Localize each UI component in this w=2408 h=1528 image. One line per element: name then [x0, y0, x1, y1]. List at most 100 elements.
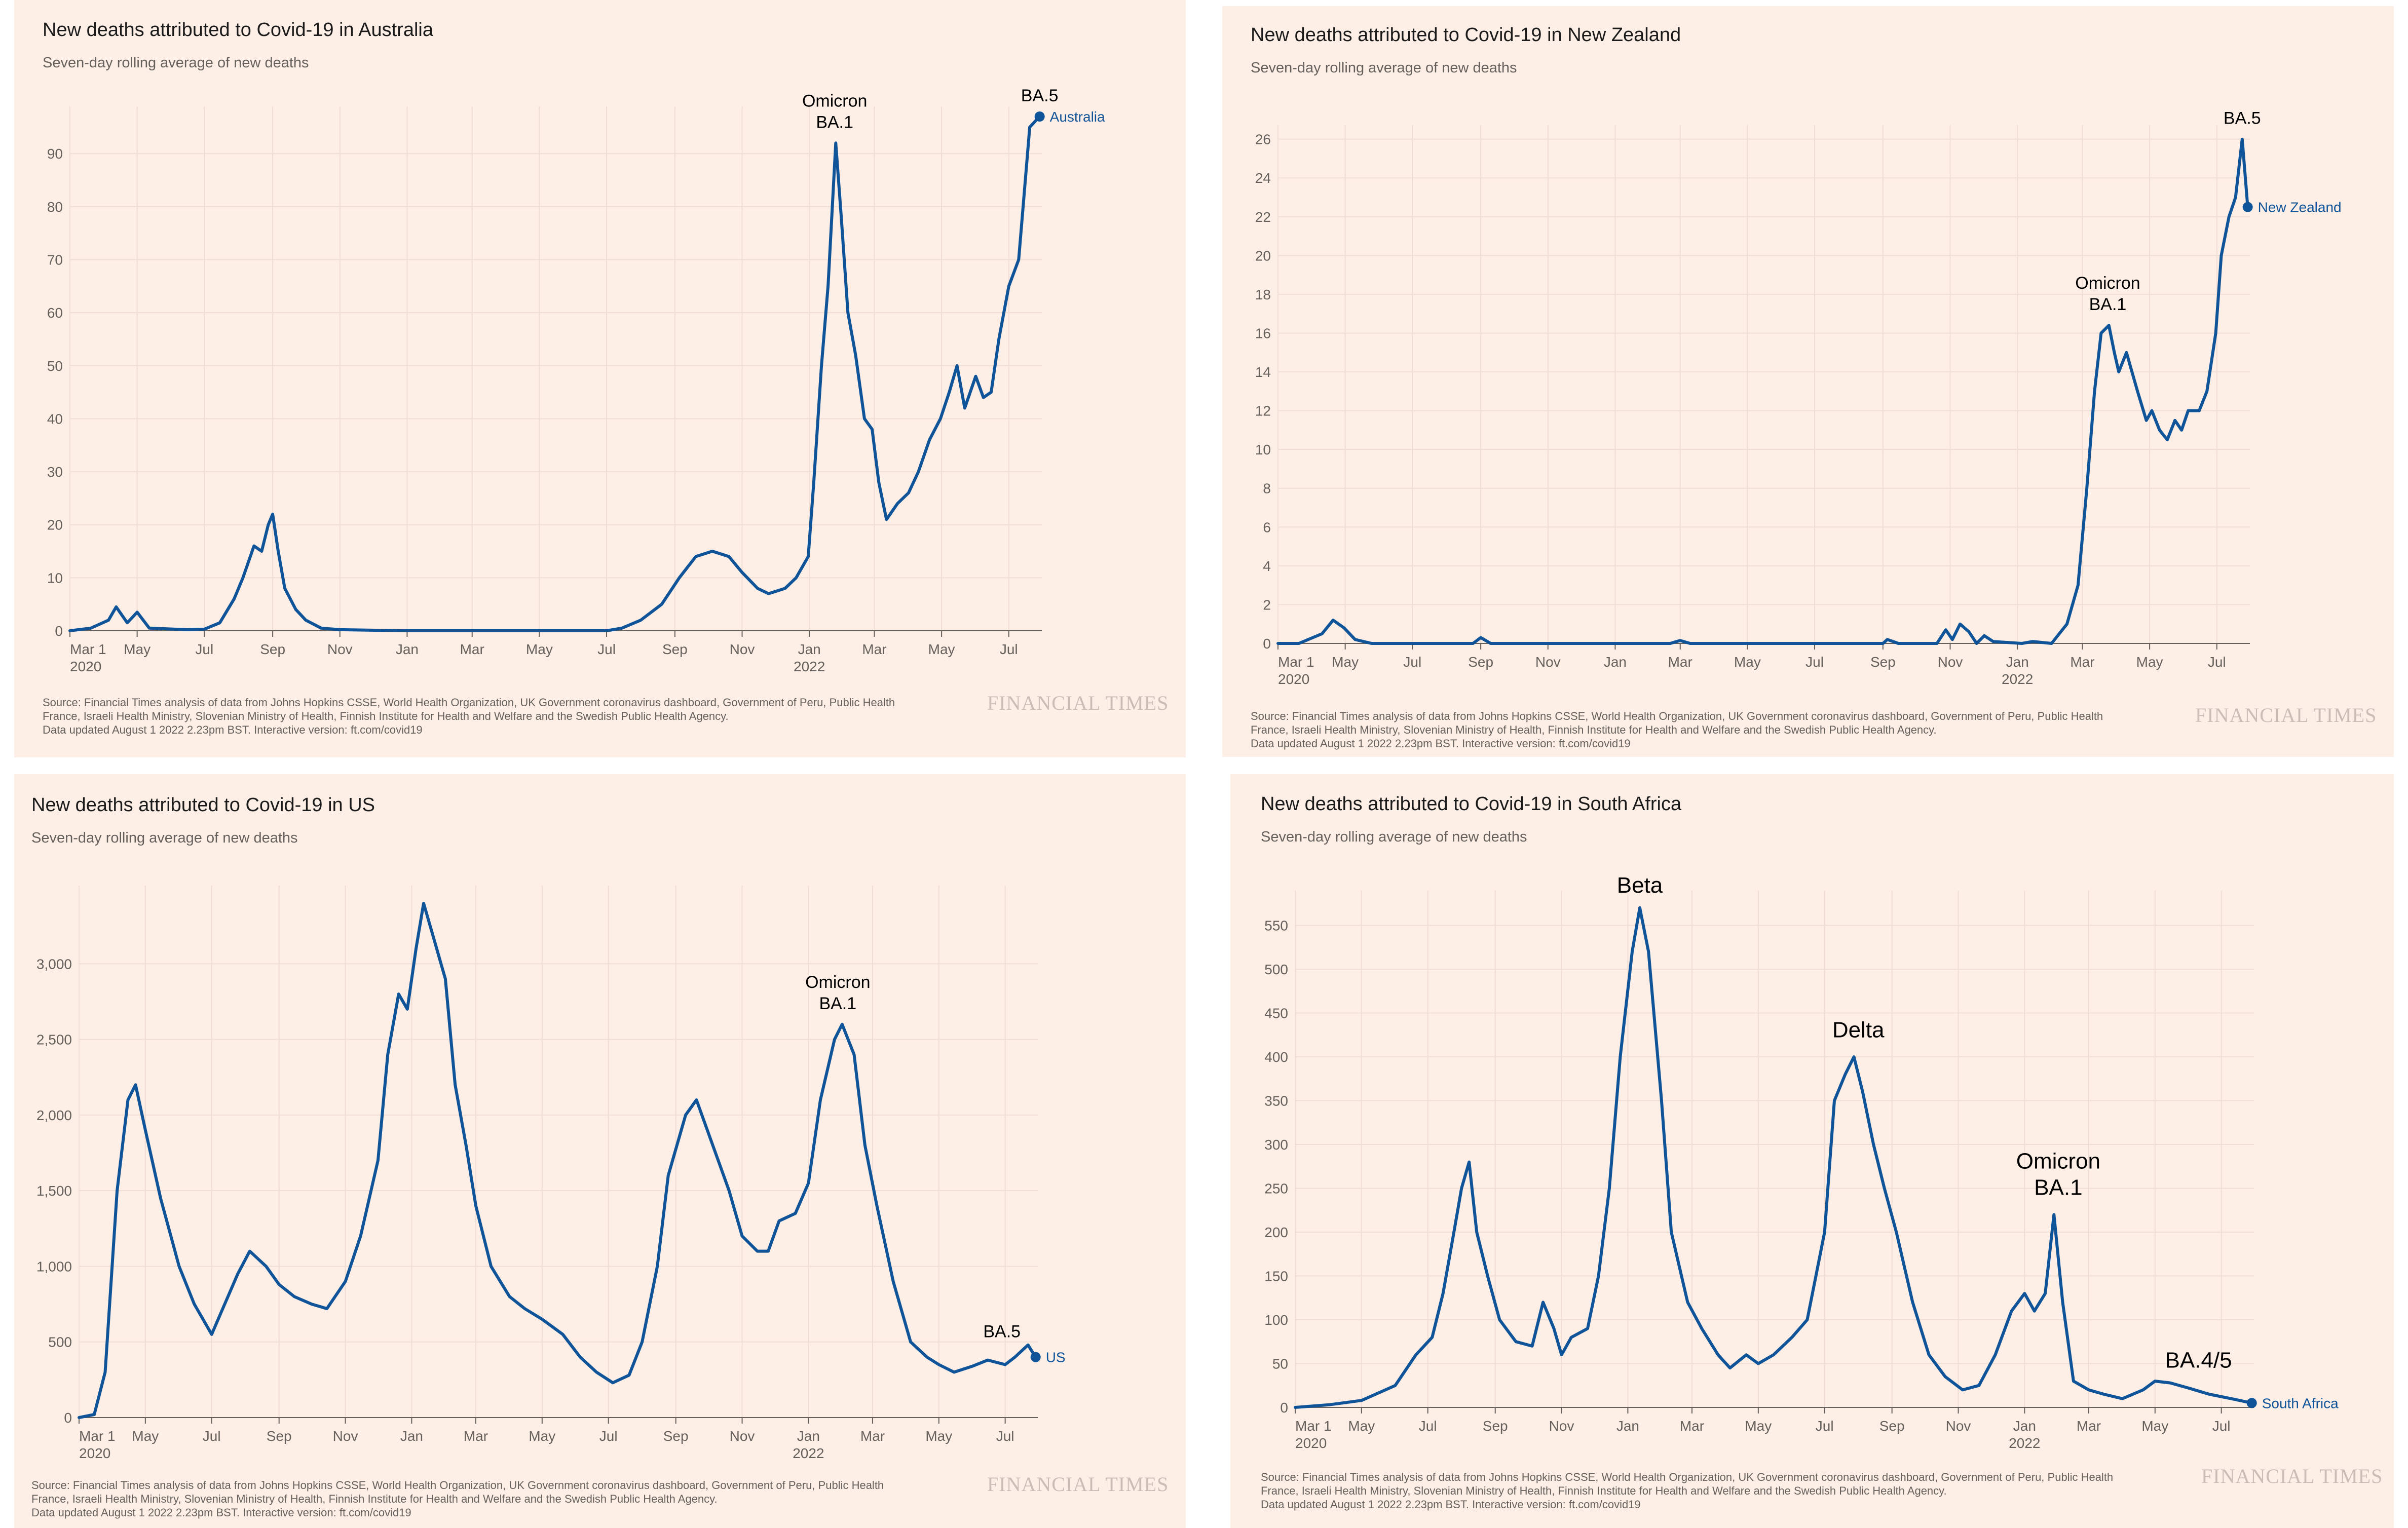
x-tick-label: Jan: [396, 641, 419, 657]
source-note: Source: Financial Times analysis of data…: [43, 696, 995, 737]
x-tick-year-label: 2022: [2009, 1435, 2040, 1451]
ft-logo: FINANCIAL TIMES: [2201, 1465, 2383, 1487]
chart-panel-new-zealand: New deaths attributed to Covid-19 in New…: [1222, 6, 2394, 757]
series-end-dot: [2242, 202, 2253, 212]
y-tick-label: 14: [1255, 364, 1271, 380]
y-tick-label: 0: [55, 623, 63, 639]
source-line-2: France, Israeli Health Ministry, Sloveni…: [31, 1493, 718, 1505]
annotation-label: BA.1: [2034, 1175, 2082, 1200]
annotation-label: BA.5: [983, 1322, 1021, 1342]
x-tick-label: Sep: [1870, 654, 1896, 670]
x-tick-label: Jul: [597, 641, 616, 657]
chart-title: New deaths attributed to Covid-19 in Aus…: [43, 19, 433, 41]
chart-panel-us: New deaths attributed to Covid-19 in US …: [14, 774, 1186, 1528]
ft-logo: FINANCIAL TIMES: [2195, 704, 2377, 727]
chart-subtitle: Seven-day rolling average of new deaths: [1261, 829, 1527, 845]
x-tick-label: Nov: [333, 1428, 358, 1444]
y-tick-label: 200: [1264, 1225, 1288, 1240]
x-tick-year-label: 2020: [79, 1445, 110, 1461]
source-line-2: France, Israeli Health Ministry, Sloveni…: [1261, 1484, 1947, 1497]
x-tick-label: Mar: [862, 641, 886, 657]
series-end-label: Australia: [1050, 109, 1105, 125]
source-line-1: Source: Financial Times analysis of data…: [43, 696, 895, 709]
y-tick-label: 40: [47, 411, 63, 427]
x-tick-label: Nov: [327, 641, 353, 657]
x-tick-label: Jan: [2013, 1418, 2036, 1434]
y-tick-label: 6: [1263, 519, 1271, 535]
x-tick-label: Sep: [1483, 1418, 1508, 1434]
y-tick-label: 0: [1280, 1400, 1288, 1416]
ft-logo: FINANCIAL TIMES: [987, 692, 1169, 714]
x-tick-label: Jul: [203, 1428, 221, 1444]
x-tick-label: Mar: [464, 1428, 488, 1444]
source-line-3: Data updated August 1 2022 2.23pm BST. I…: [43, 723, 423, 736]
annotation-label: BA.5: [1021, 86, 1059, 105]
y-tick-label: 8: [1263, 481, 1271, 496]
y-tick-label: 20: [47, 517, 63, 533]
x-tick-label: Mar 1: [70, 641, 106, 657]
chart-title: New deaths attributed to Covid-19 in Sou…: [1261, 793, 1682, 815]
series-end-dot: [2246, 1398, 2257, 1408]
x-tick-label: Sep: [663, 1428, 689, 1444]
chart-subtitle: Seven-day rolling average of new deaths: [43, 55, 309, 71]
x-tick-label: May: [124, 641, 150, 657]
y-tick-label: 90: [47, 146, 63, 162]
x-tick-label: Jul: [1000, 641, 1018, 657]
x-tick-label: May: [2136, 654, 2163, 670]
chart-subtitle: Seven-day rolling average of new deaths: [31, 830, 298, 846]
source-note: Source: Financial Times analysis of data…: [1251, 709, 2203, 750]
y-tick-label: 350: [1264, 1093, 1288, 1109]
source-line-1: Source: Financial Times analysis of data…: [31, 1479, 884, 1492]
ft-logo: FINANCIAL TIMES: [987, 1473, 1169, 1496]
y-tick-label: 450: [1264, 1005, 1288, 1021]
y-tick-label: 2,000: [36, 1107, 72, 1123]
x-tick-label: Sep: [260, 641, 285, 657]
source-note: Source: Financial Times analysis of data…: [31, 1478, 984, 1519]
y-tick-label: 500: [48, 1334, 72, 1350]
series-end-label: US: [1046, 1350, 1066, 1365]
source-line-3: Data updated August 1 2022 2.23pm BST. I…: [1261, 1498, 1641, 1511]
x-tick-label: May: [1734, 654, 1761, 670]
chart-title: New deaths attributed to Covid-19 in New…: [1251, 24, 1681, 46]
x-tick-label: Sep: [267, 1428, 292, 1444]
y-tick-label: 50: [47, 358, 63, 374]
x-tick-label: Jul: [2208, 654, 2226, 670]
x-tick-label: Jan: [1616, 1418, 1639, 1434]
y-tick-label: 12: [1255, 403, 1271, 419]
y-tick-label: 550: [1264, 918, 1288, 933]
x-tick-label: Jul: [1816, 1418, 1834, 1434]
annotation-label: BA.4/5: [2165, 1348, 2232, 1373]
source-line-1: Source: Financial Times analysis of data…: [1251, 710, 2103, 722]
x-tick-label: Jan: [2006, 654, 2029, 670]
x-tick-year-label: 2020: [70, 659, 101, 674]
y-tick-label: 50: [1272, 1356, 1288, 1371]
x-tick-year-label: 2022: [793, 1445, 824, 1461]
y-tick-label: 3,000: [36, 956, 72, 972]
series-end-label: New Zealand: [2258, 200, 2342, 215]
source-line-1: Source: Financial Times analysis of data…: [1261, 1471, 2114, 1483]
y-tick-label: 20: [1255, 248, 1271, 263]
x-tick-year-label: 2020: [1295, 1435, 1327, 1451]
y-tick-label: 22: [1255, 209, 1271, 225]
x-tick-label: Nov: [1549, 1418, 1574, 1434]
x-tick-label: May: [526, 641, 553, 657]
chart-panel-australia: New deaths attributed to Covid-19 in Aus…: [14, 0, 1186, 757]
annotation-label: Beta: [1617, 873, 1663, 898]
source-note: Source: Financial Times analysis of data…: [1261, 1470, 2213, 1511]
x-tick-label: Jan: [798, 641, 821, 657]
x-tick-label: Mar: [2077, 1418, 2101, 1434]
y-tick-label: 2: [1263, 597, 1271, 613]
x-tick-year-label: 2020: [1278, 671, 1309, 687]
annotation-label: Omicron: [2016, 1149, 2100, 1174]
y-tick-label: 26: [1255, 132, 1271, 147]
y-tick-label: 2,500: [36, 1032, 72, 1048]
x-tick-label: May: [132, 1428, 159, 1444]
x-tick-label: Nov: [1535, 654, 1561, 670]
annotation-label: Omicron: [2075, 274, 2140, 293]
series-line: [78, 901, 1037, 1419]
series-line: [68, 115, 1041, 632]
x-tick-label: Jan: [797, 1428, 820, 1444]
x-tick-label: Mar: [2070, 654, 2094, 670]
annotation-label: Delta: [1832, 1017, 1885, 1042]
x-tick-label: Nov: [730, 641, 755, 657]
